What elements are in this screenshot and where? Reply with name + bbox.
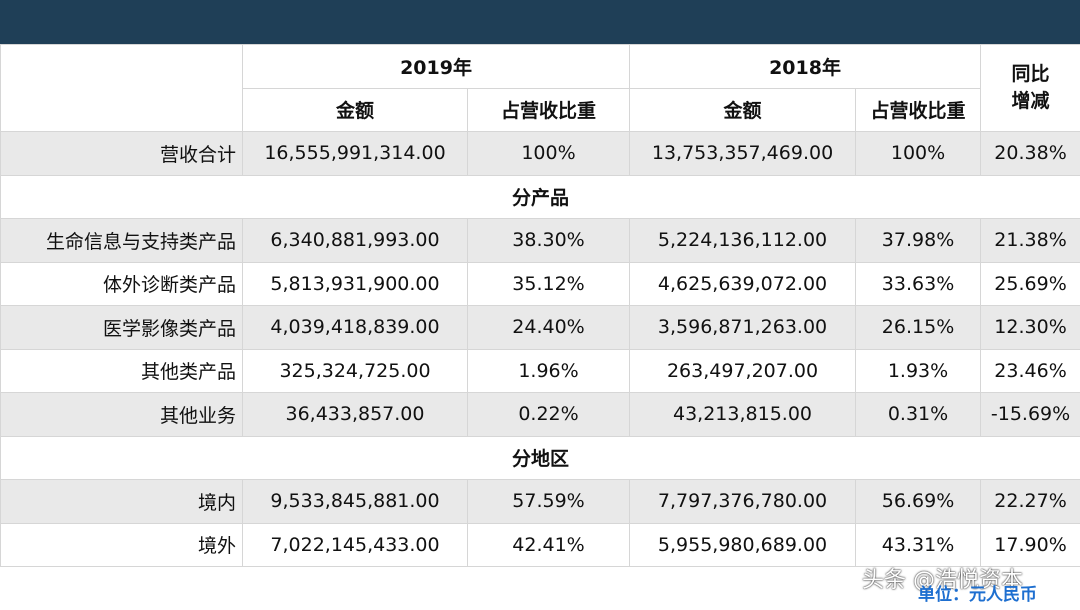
cell: 22.27%	[980, 479, 1080, 524]
row-label: 境外	[0, 522, 243, 567]
subheader: 占营收比重	[466, 87, 631, 132]
top-bar	[0, 0, 1080, 44]
cell: -15.69%	[980, 392, 1080, 437]
row-label: 营收合计	[0, 131, 243, 176]
cell: 36,433,857.00	[242, 392, 468, 437]
cell: 9,533,845,881.00	[242, 479, 468, 524]
cell: 5,813,931,900.00	[242, 261, 468, 306]
cell: 21.38%	[980, 218, 1080, 263]
cell: 1.96%	[466, 348, 631, 393]
subheader: 金额	[242, 87, 468, 132]
row-label: 体外诊断类产品	[0, 261, 243, 306]
unit-note: 单位：元人民币	[918, 585, 1037, 605]
cell: 33.63%	[855, 261, 982, 306]
cell: 0.31%	[855, 392, 982, 437]
change-header: 同比增减	[1011, 63, 1050, 112]
cell: 57.59%	[466, 479, 631, 524]
section-label: 分地区	[0, 435, 1080, 480]
cell: 25.69%	[980, 261, 1080, 306]
cell: 325,324,725.00	[242, 348, 468, 393]
cell: 5,224,136,112.00	[629, 218, 857, 263]
cell: 6,340,881,993.00	[242, 218, 468, 263]
cell: 12.30%	[980, 305, 1080, 350]
cell: 43,213,815.00	[629, 392, 857, 437]
corner-cell	[0, 44, 243, 132]
cell: 23.46%	[980, 348, 1080, 393]
row-label: 生命信息与支持类产品	[0, 218, 243, 263]
cell: 263,497,207.00	[629, 348, 857, 393]
revenue-table: 2019年 2018年 同比增减 金额 占营收比重 金额 占营收比重 营收合计 1…	[0, 44, 1080, 567]
cell: 1.93%	[855, 348, 982, 393]
change-header-cell: 同比增减	[980, 44, 1080, 132]
data-row: 体外诊断类产品 5,813,931,900.00 35.12% 4,625,639,0…	[0, 261, 1080, 306]
row-label: 医学影像类产品	[0, 305, 243, 350]
watermark: 头条 @浩悦资本	[862, 568, 1023, 593]
cell: 3,596,871,263.00	[629, 305, 857, 350]
header-row: 2019年 2018年 同比增减	[0, 44, 1080, 132]
cell: 4,625,639,072.00	[629, 261, 857, 306]
cell: 0.22%	[466, 392, 631, 437]
row-label: 其他业务	[0, 392, 243, 437]
cell: 13,753,357,469.00	[629, 131, 857, 176]
cell: 38.30%	[466, 218, 631, 263]
row-label: 其他类产品	[0, 348, 243, 393]
subheader-row: 金额 占营收比重 金额 占营收比重	[1, 87, 1080, 132]
subheader: 占营收比重	[855, 87, 982, 132]
table-body: 2019年 2018年 同比增减 金额 占营收比重 金额 占营收比重 营收合计 1…	[0, 44, 1080, 567]
cell: 100%	[466, 131, 631, 176]
data-row: 其他类产品 325,324,725.00 1.96% 263,497,207.00 1.…	[0, 348, 1080, 393]
cell: 17.90%	[980, 522, 1080, 567]
data-row: 营收合计 16,555,991,314.00 100% 13,753,357,469.…	[0, 131, 1080, 176]
cell: 100%	[855, 131, 982, 176]
cell: 43.31%	[855, 522, 982, 567]
data-row: 境内 9,533,845,881.00 57.59% 7,797,376,780.00…	[0, 479, 1080, 524]
cell: 24.40%	[466, 305, 631, 350]
cell: 42.41%	[466, 522, 631, 567]
data-row: 医学影像类产品 4,039,418,839.00 24.40% 3,596,871,2…	[0, 305, 1080, 350]
section-label: 分产品	[0, 174, 1080, 219]
section-row: 分产品	[0, 174, 1080, 219]
year-header: 2018年	[629, 44, 982, 89]
cell: 20.38%	[980, 131, 1080, 176]
year-header: 2019年	[241, 44, 631, 89]
cell: 5,955,980,689.00	[629, 522, 857, 567]
cell: 26.15%	[855, 305, 982, 350]
subheader: 金额	[629, 87, 857, 132]
cell: 7,022,145,433.00	[242, 522, 468, 567]
row-label: 境内	[0, 479, 243, 524]
data-row: 生命信息与支持类产品 6,340,881,993.00 38.30% 5,224,13…	[0, 218, 1080, 263]
data-row: 其他业务 36,433,857.00 0.22% 43,213,815.00 0.31%…	[0, 392, 1080, 437]
data-row: 境外 7,022,145,433.00 42.41% 5,955,980,689.00…	[0, 522, 1080, 567]
cell: 7,797,376,780.00	[629, 479, 857, 524]
cell: 16,555,991,314.00	[242, 131, 468, 176]
cell: 56.69%	[855, 479, 982, 524]
cell: 35.12%	[466, 261, 631, 306]
cell: 4,039,418,839.00	[242, 305, 468, 350]
section-row: 分地区	[0, 435, 1080, 480]
cell: 37.98%	[855, 218, 982, 263]
